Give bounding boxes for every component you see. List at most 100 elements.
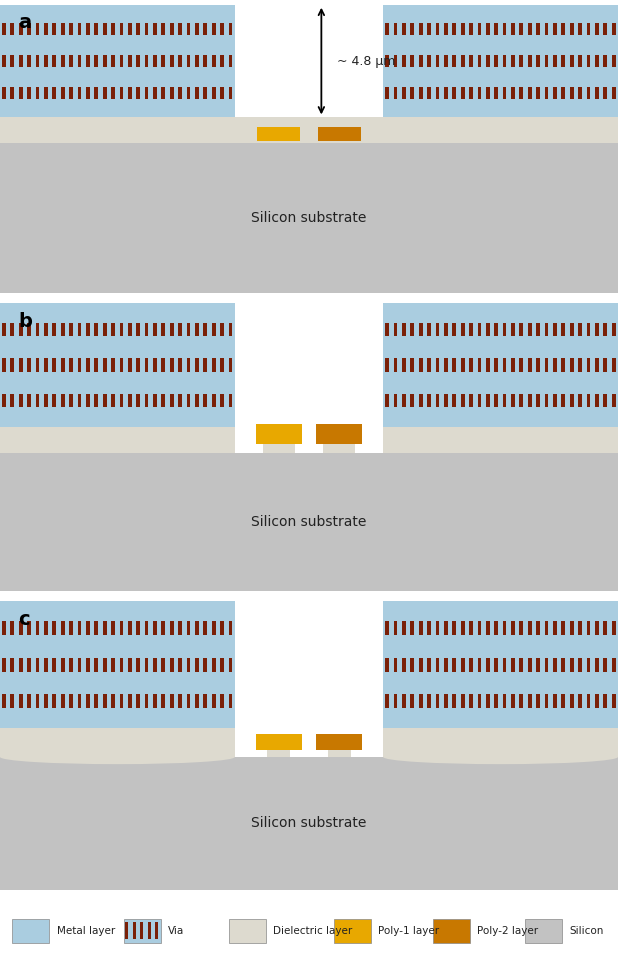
Text: ~ 4.8 μm: ~ 4.8 μm [337,54,395,68]
Bar [553,87,557,100]
Bar [603,394,607,407]
Bar [170,394,174,407]
Bar [178,55,182,67]
Bar [111,394,115,407]
Bar [383,37,618,53]
Bar [53,87,56,100]
Bar [410,658,414,671]
Bar [103,87,106,100]
Bar [461,87,465,100]
Bar [528,87,531,100]
Bar [128,658,132,671]
Bar [419,359,423,371]
Bar [570,622,574,635]
Bar [2,23,6,35]
Bar [494,622,498,635]
Bar [161,23,165,35]
Bar [561,658,565,671]
Bar [385,394,389,407]
Bar [111,55,115,67]
Bar [155,923,158,939]
Bar [570,658,574,671]
Bar [486,394,489,407]
Bar [486,658,489,671]
Bar [578,622,582,635]
Bar [187,394,190,407]
Bar [595,359,599,371]
Bar [461,359,465,371]
Bar [78,658,82,671]
Bar [229,919,266,943]
Bar [153,694,157,708]
Bar [494,394,498,407]
Bar [195,359,199,371]
Bar [195,622,199,635]
Bar [419,658,423,671]
Bar [0,656,235,674]
Bar [86,622,90,635]
Bar [469,87,473,100]
Bar [436,622,439,635]
Bar [153,359,157,371]
Bar [128,55,132,67]
Bar [203,359,207,371]
Bar [553,23,557,35]
Bar [536,694,540,708]
Bar [402,694,406,708]
Bar [95,323,98,337]
Bar [603,323,607,337]
Bar [520,658,523,671]
Bar [525,919,562,943]
Bar [410,55,414,67]
Bar [145,23,148,35]
Ellipse shape [0,749,235,764]
Bar [36,55,40,67]
Bar [0,21,235,37]
Bar [486,359,489,371]
Bar [394,394,397,407]
Bar [170,694,174,708]
Bar [436,394,439,407]
Bar [212,359,216,371]
Bar [229,622,232,635]
Bar [436,694,439,708]
Bar [520,694,523,708]
Bar [385,87,389,100]
Bar [383,656,618,674]
Bar [0,392,235,409]
Bar [402,87,406,100]
Bar [161,658,165,671]
Bar [570,23,574,35]
Bar [187,87,190,100]
Text: Via: Via [168,925,184,936]
Bar [128,323,132,337]
Bar [103,394,106,407]
Bar [383,303,618,321]
Bar [603,359,607,371]
Bar [111,622,115,635]
Bar [570,694,574,708]
Bar [0,728,235,757]
Bar [461,622,465,635]
Bar [402,359,406,371]
Bar [119,359,124,371]
Bar [95,394,98,407]
Bar [95,55,98,67]
Bar [570,87,574,100]
Bar [383,53,618,69]
Bar [436,55,439,67]
Bar [578,694,582,708]
Bar [61,55,65,67]
Bar [61,394,65,407]
Bar [170,622,174,635]
Bar [553,622,557,635]
Bar [461,658,465,671]
Bar [0,637,235,656]
Bar [410,394,414,407]
Bar [69,87,73,100]
Bar [119,55,124,67]
Bar [427,359,431,371]
Bar [612,359,616,371]
Bar [256,734,302,749]
Bar [128,694,132,708]
